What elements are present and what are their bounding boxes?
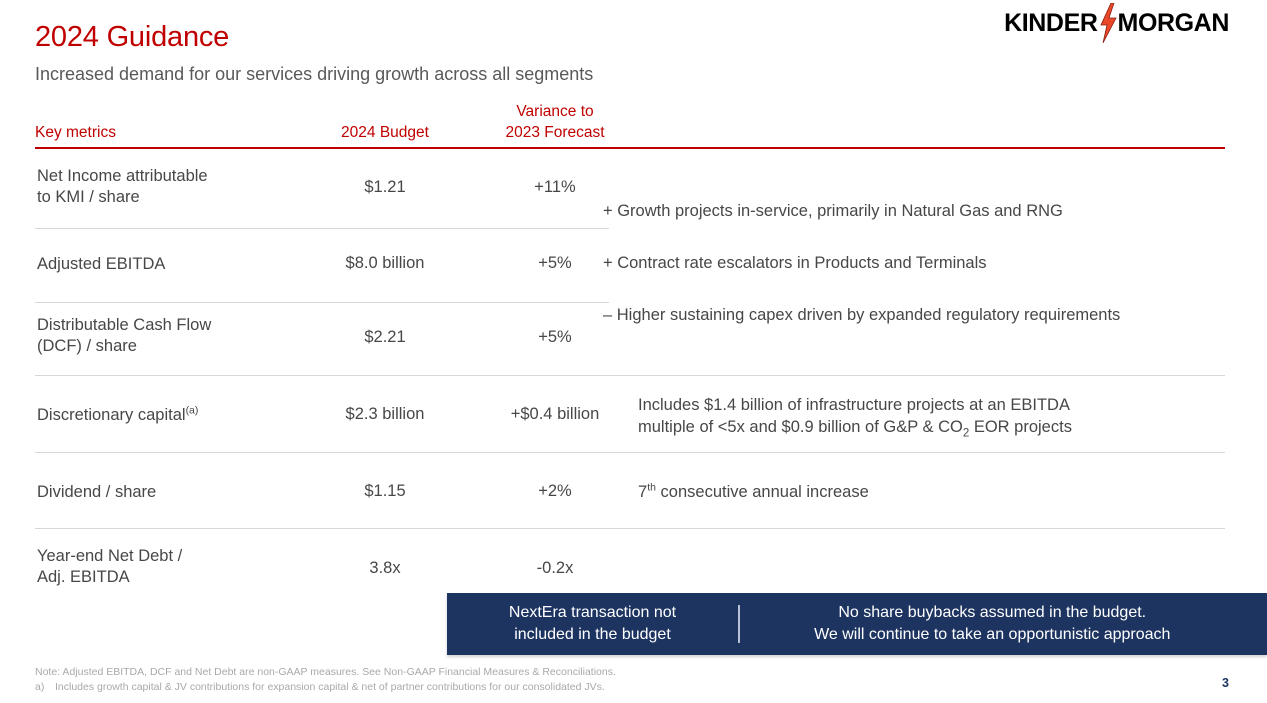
footnotes: Note: Adjusted EBITDA, DCF and Net Debt … — [35, 665, 616, 695]
cell-budget-net-income: $1.21 — [364, 178, 406, 196]
row-divider — [35, 452, 1225, 453]
table-row: Dividend / share $1.15 +2% 7th consecuti… — [35, 482, 1225, 522]
cell-variance-net-income: +11% — [534, 178, 576, 196]
commentary-growth-projects: + Growth projects in-service, primarily … — [603, 202, 1063, 220]
row-divider — [35, 228, 609, 229]
page-number: 3 — [1222, 676, 1229, 690]
logo-text-morgan: MORGAN — [1117, 8, 1230, 37]
callout-buybacks: No share buybacks assumed in the budget.… — [740, 602, 1267, 646]
footnote-note: Note: Adjusted EBITDA, DCF and Net Debt … — [35, 666, 616, 678]
row-label-line1: Distributable Cash Flow — [37, 316, 212, 334]
row-label-dcf: Distributable Cash Flow (DCF) / share — [37, 315, 211, 357]
cell-budget-discretionary-capital: $2.3 billion — [345, 405, 425, 423]
row-label-line2: Adj. EBITDA — [37, 568, 130, 587]
callout-nextera-line1: NextEra transaction not — [508, 603, 677, 621]
cell-budget-dcf: $2.21 — [364, 328, 406, 346]
cell-variance-net-debt: -0.2x — [536, 559, 574, 577]
co2-subscript: 2 — [962, 427, 970, 440]
callout-buybacks-line1: No share buybacks assumed in the budget. — [838, 603, 1147, 621]
cell-variance-dcf: +5% — [538, 328, 572, 346]
footnote-a-label: a) — [35, 681, 45, 694]
column-header-variance-line1: Variance to — [516, 103, 594, 121]
row-divider — [35, 302, 609, 303]
footnote-a-text: Includes growth capital & JV contributio… — [55, 681, 605, 694]
cell-budget-net-debt: 3.8x — [369, 559, 401, 577]
row-divider — [35, 375, 1225, 376]
table-row: Net Income attributable to KMI / share $… — [35, 164, 1225, 226]
page-subtitle: Increased demand for our services drivin… — [35, 64, 594, 84]
row-label-adjusted-ebitda: Adjusted EBITDA — [37, 255, 166, 273]
footnote-marker-a: (a) — [185, 404, 199, 417]
commentary-line1: Includes $1.4 billion of infrastructure … — [638, 396, 1070, 414]
cell-budget-adjusted-ebitda: $8.0 billion — [345, 254, 425, 272]
row-label-line2: to KMI / share — [37, 188, 140, 207]
cell-budget-dividend: $1.15 — [364, 482, 406, 500]
row-label-net-income: Net Income attributable to KMI / share — [37, 166, 208, 208]
page-title: 2024 Guidance — [35, 21, 230, 53]
row-label-line1: Year-end Net Debt / — [37, 547, 183, 565]
lightning-bolt-icon — [1097, 2, 1119, 44]
column-header-2024-budget: 2024 Budget — [341, 124, 429, 142]
commentary-sustaining-capex: – Higher sustaining capex driven by expa… — [603, 306, 1121, 324]
logo-text-kinder: KINDER — [1004, 8, 1098, 37]
cell-variance-discretionary-capital: +$0.4 billion — [510, 405, 600, 423]
table-row: Discretionary capital(a) $2.3 billion +$… — [35, 396, 1225, 453]
callout-nextera: NextEra transaction not included in the … — [447, 602, 738, 646]
commentary-contract-escalators: + Contract rate escalators in Products a… — [603, 254, 987, 272]
commentary-discretionary-capital: Includes $1.4 billion of infrastructure … — [638, 395, 1072, 439]
column-header-key-metrics: Key metrics — [35, 124, 116, 142]
table-row: Year-end Net Debt / Adj. EBITDA 3.8x -0.… — [35, 544, 1225, 606]
row-label-net-debt: Year-end Net Debt / Adj. EBITDA — [37, 546, 182, 588]
row-label-line1: Discretionary capital — [37, 406, 186, 424]
footnote-a: a) Includes growth capital & JV contribut… — [35, 680, 616, 695]
table-header-row: Key metrics 2024 Budget Variance to 2023… — [35, 101, 1225, 145]
cell-variance-adjusted-ebitda: +5% — [538, 254, 572, 272]
column-header-variance-line2: 2023 Forecast — [505, 124, 605, 142]
callout-divider — [738, 605, 740, 643]
row-label-line2: (DCF) / share — [37, 337, 137, 356]
commentary-dividend: 7th consecutive annual increase — [638, 481, 869, 501]
row-label-line1: Net Income attributable — [37, 167, 208, 185]
row-label-dividend: Dividend / share — [37, 483, 157, 501]
callout-nextera-line2: included in the budget — [514, 626, 671, 643]
table-header-rule — [35, 147, 1225, 149]
column-header-variance: Variance to 2023 Forecast — [465, 102, 645, 144]
ordinal-suffix: th — [647, 481, 656, 494]
table-row: Adjusted EBITDA $8.0 billion +5% — [35, 254, 1225, 294]
kinder-morgan-logo: KINDER MORGAN — [1004, 2, 1230, 44]
cell-variance-dividend: +2% — [538, 482, 572, 500]
callout-banner: NextEra transaction not included in the … — [447, 593, 1267, 655]
callout-buybacks-line2: We will continue to take an opportunisti… — [814, 626, 1171, 643]
commentary-line2: multiple of <5x and $0.9 billion of G&P … — [638, 417, 1072, 440]
table-row: Distributable Cash Flow (DCF) / share $2… — [35, 313, 1225, 375]
row-divider — [35, 528, 1225, 529]
row-label-discretionary-capital: Discretionary capital(a) — [37, 405, 198, 426]
